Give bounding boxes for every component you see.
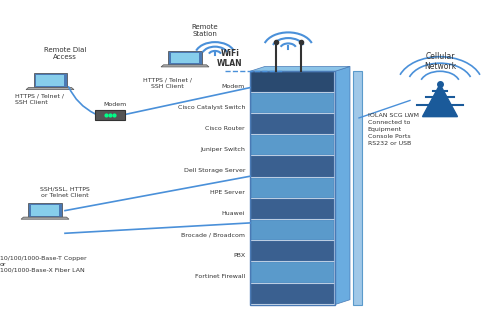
- FancyBboxPatch shape: [251, 178, 334, 198]
- Polygon shape: [172, 53, 198, 64]
- Polygon shape: [335, 66, 350, 305]
- Text: 10/100/1000-Base-T Copper
or
100/1000-Base-X Fiber LAN: 10/100/1000-Base-T Copper or 100/1000-Ba…: [0, 256, 86, 272]
- Text: Cellular
Network: Cellular Network: [424, 52, 456, 71]
- Text: IOLAN SCG LWM
Connected to
Equipment
Console Ports
RS232 or USB: IOLAN SCG LWM Connected to Equipment Con…: [368, 113, 418, 146]
- Polygon shape: [36, 75, 64, 86]
- Polygon shape: [32, 205, 58, 216]
- FancyBboxPatch shape: [251, 156, 334, 177]
- Text: Dell Storage Server: Dell Storage Server: [184, 168, 245, 173]
- Text: HTTPS / Telnet /
SSH Client: HTTPS / Telnet / SSH Client: [143, 78, 192, 88]
- Text: WiFi
WLAN: WiFi WLAN: [217, 49, 243, 68]
- Text: PBX: PBX: [233, 253, 245, 258]
- FancyBboxPatch shape: [251, 72, 334, 92]
- Polygon shape: [422, 84, 458, 117]
- Polygon shape: [26, 87, 74, 90]
- FancyBboxPatch shape: [251, 220, 334, 240]
- Text: Modem: Modem: [222, 84, 245, 89]
- FancyBboxPatch shape: [251, 241, 334, 261]
- Polygon shape: [34, 73, 66, 87]
- Text: HPE Server: HPE Server: [210, 190, 245, 195]
- Text: Cisco Router: Cisco Router: [206, 126, 245, 131]
- Text: Fortinet Firewall: Fortinet Firewall: [195, 274, 245, 280]
- FancyBboxPatch shape: [251, 135, 334, 156]
- Text: SSH/SSL, HTTPS
or Telnet Client: SSH/SSL, HTTPS or Telnet Client: [40, 187, 90, 198]
- Polygon shape: [168, 51, 202, 65]
- FancyBboxPatch shape: [251, 262, 334, 283]
- Polygon shape: [352, 71, 362, 305]
- Text: Modem: Modem: [104, 102, 126, 107]
- Text: Huawei: Huawei: [222, 211, 245, 216]
- Text: Cisco Catalyst Switch: Cisco Catalyst Switch: [178, 105, 245, 110]
- Text: Remote
Station: Remote Station: [192, 24, 218, 37]
- Text: Juniper Switch: Juniper Switch: [200, 147, 245, 152]
- FancyBboxPatch shape: [95, 110, 125, 120]
- Text: Brocade / Broadcom: Brocade / Broadcom: [181, 232, 245, 237]
- FancyBboxPatch shape: [251, 114, 334, 134]
- FancyBboxPatch shape: [251, 284, 334, 304]
- Polygon shape: [161, 65, 209, 67]
- Polygon shape: [21, 217, 69, 219]
- Polygon shape: [250, 66, 350, 71]
- Text: HTTPS / Telnet /
SSH Client: HTTPS / Telnet / SSH Client: [15, 94, 64, 105]
- Polygon shape: [28, 203, 62, 217]
- FancyBboxPatch shape: [251, 199, 334, 219]
- FancyBboxPatch shape: [251, 93, 334, 113]
- Text: Remote Dial
Access: Remote Dial Access: [44, 47, 86, 60]
